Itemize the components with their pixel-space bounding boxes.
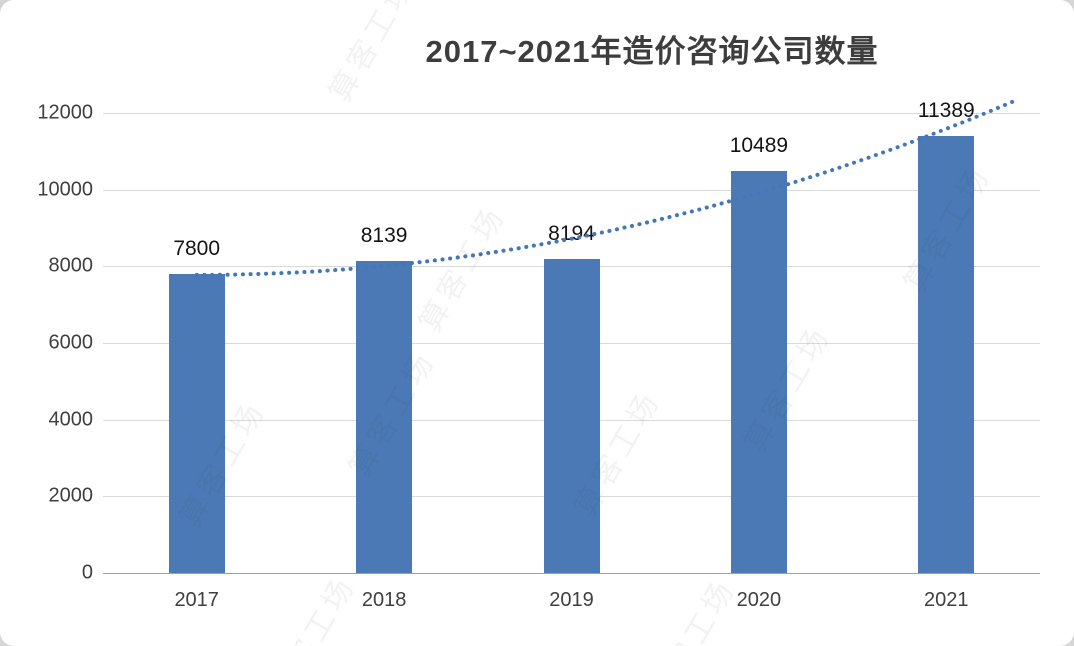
x-tick-label: 2017	[174, 589, 219, 611]
watermark-text: 算客工场	[263, 569, 363, 646]
y-tick-label: 10000	[37, 178, 93, 201]
bar-value-label: 11389	[917, 99, 975, 123]
y-gridline	[103, 189, 1040, 191]
y-tick-label: 4000	[48, 408, 94, 431]
bar-value-label: 10489	[729, 133, 789, 157]
trendline-path	[194, 99, 1016, 277]
y-tick-label: 0	[81, 561, 93, 584]
bar-value-label: 8139	[360, 224, 408, 247]
y-tick-label: 12000	[37, 101, 93, 124]
x-tick-label: 2018	[361, 589, 407, 611]
bar-2019	[543, 258, 600, 573]
bar-value-label: 7800	[173, 237, 221, 260]
y-tick-label: 8000	[48, 254, 94, 277]
y-tick-label: 6000	[48, 331, 94, 354]
y-tick-label: 2000	[48, 484, 94, 507]
x-axis-line	[103, 573, 1040, 574]
chart-title: 2017~2021年造价咨询公司数量	[425, 34, 879, 69]
bar-2017	[168, 274, 225, 573]
watermark-text: 算客工场	[643, 572, 743, 646]
bar-2018	[356, 261, 413, 573]
x-tick-label: 2020	[736, 589, 782, 611]
x-tick-label: 2021	[924, 589, 969, 611]
bar-value-label: 8194	[548, 221, 595, 245]
x-tick-label: 2019	[549, 589, 594, 611]
